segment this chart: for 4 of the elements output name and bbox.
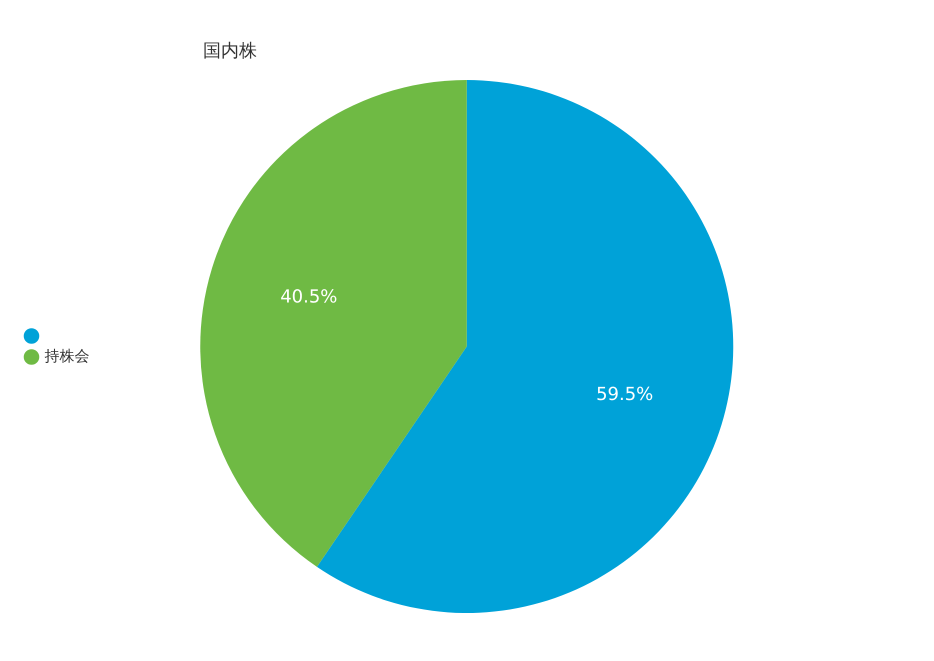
chart-title: 国内株 <box>202 40 257 62</box>
data-label: 40.5% <box>280 286 338 308</box>
legend-label: 持株会 <box>44 346 90 365</box>
data-label: 59.5% <box>596 384 654 405</box>
